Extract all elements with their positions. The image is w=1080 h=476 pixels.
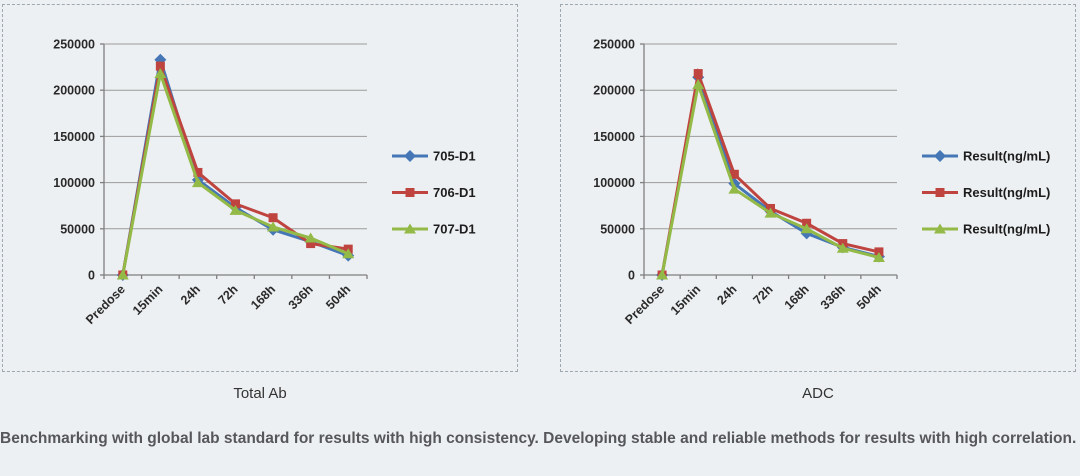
legend-entry: Result(ng/mL) [922,149,1050,164]
legend-entry: 705-D1 [392,149,476,164]
x-tick-label: 15min [668,282,703,317]
y-tick-label: 0 [628,269,635,283]
y-tick-label: 250000 [593,38,635,52]
series-705-d1 [116,53,355,281]
square-marker [802,218,812,228]
x-tick-label: 24h [714,282,739,307]
legend-label: 706-D1 [433,185,476,200]
legend-entry: Result(ng/mL) [922,185,1050,200]
triangle-marker [692,79,705,90]
legend-label: Result(ng/mL) [963,222,1050,237]
triangle-marker [267,221,280,232]
legend-label: 707-D1 [433,222,476,237]
y-tick-label: 250000 [53,38,95,52]
x-tick-label: 72h [215,282,240,307]
triangle-marker [191,177,204,188]
triangle-marker [154,68,167,79]
square-marker [306,239,316,249]
triangle-marker [304,232,317,243]
triangle-marker [800,223,813,234]
square-marker [935,188,945,197]
y-tick-label: 50000 [60,222,95,236]
chart-caption-total-ab: Total Ab [233,385,287,402]
triangle-marker [728,183,741,194]
square-marker [193,167,203,177]
x-tick-label: 168h [782,282,812,312]
x-tick-label: Predose [622,282,667,327]
square-marker [874,247,884,257]
y-tick-label: 100000 [593,176,635,190]
triangle-marker [656,269,669,280]
square-marker [231,199,240,209]
triangle-marker [764,207,777,218]
y-tick-label: 200000 [593,84,635,98]
chart-panel-adc: 0 50000 100000 150000 200000 250000 Predose 15m… [560,4,1076,372]
x-tick-label: 336h [818,282,848,312]
x-tick-label: Predose [83,282,128,327]
chart-caption-adc: ADC [802,385,834,402]
adc-line-chart: 0 50000 100000 150000 200000 250000 Predose 15m… [593,38,1050,328]
y-tick-label: 150000 [593,130,635,144]
total-ab-line-chart: 0 50000 100000 150000 200000 250000 Predose 15m… [53,38,476,328]
triangle-marker [229,204,242,215]
x-tick-label: 15min [130,282,165,317]
y-tick-label: 100000 [53,176,95,190]
triangle-marker [934,223,946,234]
square-marker [155,61,165,71]
x-tick-label: 504h [323,282,353,312]
square-marker [268,213,278,223]
legend-entry: 706-D1 [392,185,476,200]
x-tick-label: 72h [750,282,775,307]
y-tick-label: 150000 [53,130,95,144]
square-marker [729,169,739,179]
legend-label: Result(ng/mL) [963,149,1050,164]
y-tick-label: 50000 [600,222,635,236]
legend-label: 705-D1 [433,149,476,164]
x-tick-label: 336h [286,282,316,312]
x-tick-label: 504h [854,282,884,312]
legend-entry: 707-D1 [392,222,476,237]
y-tick-label: 0 [88,269,95,283]
triangle-marker [342,248,355,259]
square-marker [405,188,415,197]
triangle-marker [836,242,849,253]
y-tick-label: 200000 [53,84,95,98]
chart-panel-total-ab: 0 50000 100000 150000 200000 250000 Predose 15m… [2,4,518,372]
diamond-marker [404,150,416,162]
triangle-marker [116,269,129,280]
series-707-d1 [116,67,355,280]
triangle-marker [872,251,885,262]
triangle-marker [404,223,416,234]
footer-description: Benchmarking with global lab standard fo… [0,430,1077,447]
series-result-ng-ml- [656,78,885,280]
square-marker [693,69,703,79]
diamond-marker [934,150,946,162]
x-tick-label: 24h [178,282,203,307]
x-tick-label: 168h [248,282,278,312]
legend-label: Result(ng/mL) [963,185,1050,200]
legend-entry: Result(ng/mL) [922,222,1050,237]
